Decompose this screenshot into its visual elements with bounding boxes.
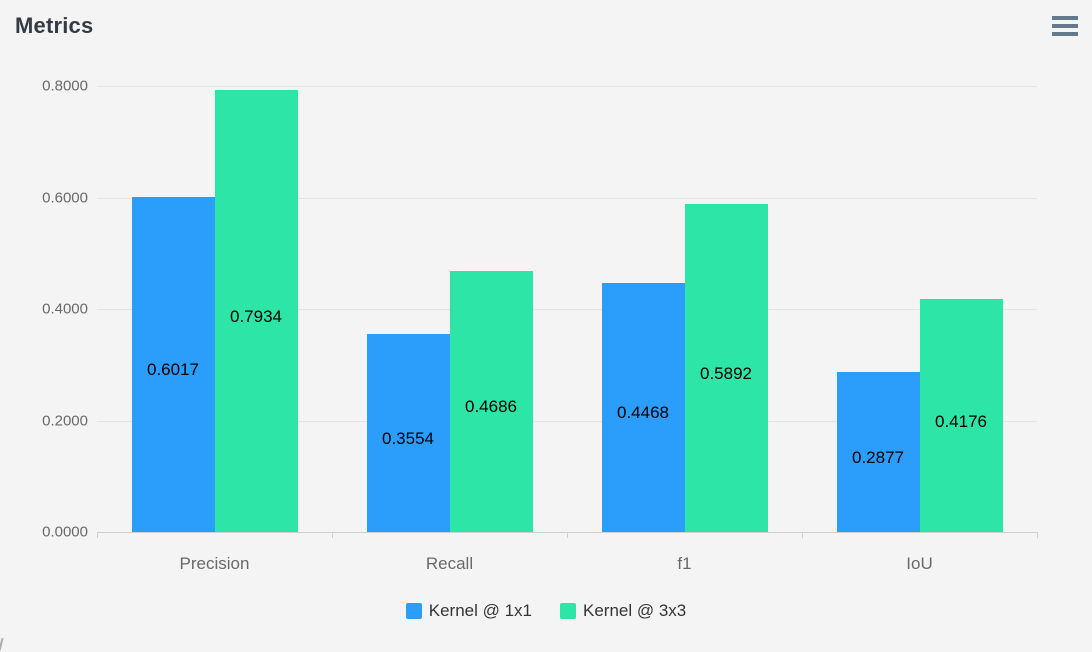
bar-recall-series-1[interactable] [366,333,450,532]
legend-item-series-1[interactable]: Kernel @ 1x1 [405,601,532,621]
gridline [97,86,1037,87]
bar-value-label: 0.6017 [147,360,199,380]
y-axis-tick-label: 0.8000 [42,77,88,95]
x-axis-tick [97,532,98,538]
legend-item-series-2[interactable]: Kernel @ 3x3 [560,601,686,621]
cursor-artifact [0,637,4,652]
hamburger-line [1052,16,1078,20]
gridline [97,309,1037,310]
x-axis-tick [1037,532,1038,538]
x-axis-tick [332,532,333,538]
legend-label: Kernel @ 3x3 [583,601,687,620]
y-axis-tick-label: 0.0000 [42,523,88,541]
bar-value-label: 0.4468 [617,403,669,423]
hamburger-line [1052,32,1078,36]
bar-iou-series-1[interactable] [836,371,920,532]
bar-precision-series-2[interactable] [214,89,298,532]
x-axis-category-label: f1 [677,554,692,573]
hamburger-icon[interactable] [1052,14,1080,38]
x-axis-category-label: Recall [425,554,474,573]
gridline [97,420,1037,422]
chart-title: Metrics [15,13,94,38]
bar-value-label: 0.7934 [230,306,282,326]
bar-f1-series-1[interactable] [601,282,685,532]
legend-swatch-icon [560,603,576,619]
x-axis-tick [802,532,803,538]
bar-value-label: 0.5892 [700,363,752,383]
bar-precision-series-1[interactable] [131,196,215,532]
bar-value-label: 0.2877 [852,447,904,467]
y-axis-tick-label: 0.4000 [42,300,88,318]
x-axis-tick [567,532,568,538]
chart-legend: Kernel @ 1x1 Kernel @ 3x3 [0,601,1092,621]
x-axis-category-label: Precision [179,554,250,573]
gridline [97,197,1037,199]
bar-f1-series-2[interactable] [684,203,768,532]
hamburger-line [1052,24,1078,28]
bar-iou-series-2[interactable] [919,299,1003,532]
bar-value-label: 0.4686 [465,397,517,417]
bar-value-label: 0.3554 [382,428,434,448]
bar-recall-series-2[interactable] [449,270,533,532]
bar-value-label: 0.4176 [935,411,987,431]
y-axis-tick-label: 0.2000 [42,412,88,429]
x-axis-category-label: IoU [906,554,933,573]
y-axis-tick-label: 0.6000 [42,189,88,206]
legend-label: Kernel @ 1x1 [428,601,532,620]
legend-swatch-icon [405,603,422,619]
